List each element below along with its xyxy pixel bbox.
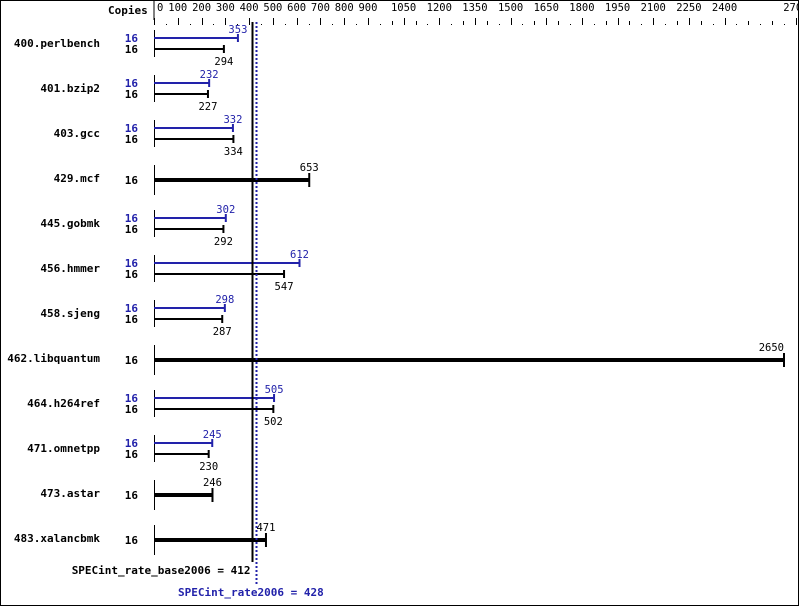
base-copies: 16 bbox=[125, 133, 139, 146]
base-value: 334 bbox=[224, 146, 243, 158]
peak-value: 332 bbox=[223, 114, 242, 126]
peak-value: 353 bbox=[228, 24, 247, 36]
tick-label: 100 bbox=[168, 2, 187, 14]
axis-label: Copies bbox=[108, 4, 148, 17]
benchmark-label: 473.astar bbox=[40, 487, 100, 500]
base-copies: 16 bbox=[125, 489, 139, 502]
base-copies: 16 bbox=[125, 223, 139, 236]
peak-value: 298 bbox=[215, 294, 234, 306]
peak-copies: 16 bbox=[125, 302, 139, 315]
benchmark-label: 403.gcc bbox=[54, 127, 100, 140]
peak-copies: 16 bbox=[125, 392, 139, 405]
tick-label: 0 bbox=[157, 2, 163, 14]
base-copies: 16 bbox=[125, 534, 139, 547]
peak-value: 612 bbox=[290, 249, 309, 261]
peak-copies: 16 bbox=[125, 257, 139, 270]
benchmark-label: 471.omnetpp bbox=[27, 442, 100, 455]
base-value: 547 bbox=[275, 281, 294, 293]
peak-copies: 16 bbox=[125, 212, 139, 225]
base-copies: 16 bbox=[125, 268, 139, 281]
peak-value: 505 bbox=[265, 384, 284, 396]
base-value: 292 bbox=[214, 236, 233, 248]
tick-label: 1350 bbox=[462, 2, 487, 14]
peak-copies: 16 bbox=[125, 77, 139, 90]
tick-label: 1200 bbox=[427, 2, 452, 14]
peak-reference-label: SPECint_rate2006 = 428 bbox=[178, 586, 324, 599]
tick-label: 2400 bbox=[712, 2, 737, 14]
peak-value: 245 bbox=[203, 429, 222, 441]
peak-copies: 16 bbox=[125, 122, 139, 135]
tick-label: 900 bbox=[358, 2, 377, 14]
peak-value: 302 bbox=[216, 204, 235, 216]
peak-value: 232 bbox=[200, 69, 219, 81]
base-value: 653 bbox=[300, 162, 319, 174]
tick-label: 200 bbox=[192, 2, 211, 14]
base-copies: 16 bbox=[125, 88, 139, 101]
base-reference-label: SPECint_rate_base2006 = 412 bbox=[72, 564, 251, 577]
tick-label: 2250 bbox=[676, 2, 701, 14]
base-copies: 16 bbox=[125, 313, 139, 326]
benchmark-label: 445.gobmk bbox=[40, 217, 100, 230]
benchmark-label: 429.mcf bbox=[54, 172, 100, 185]
base-copies: 16 bbox=[125, 174, 139, 187]
benchmark-label: 464.h264ref bbox=[27, 397, 100, 410]
tick-label: 500 bbox=[263, 2, 282, 14]
base-value: 471 bbox=[256, 522, 275, 534]
tick-label: 600 bbox=[287, 2, 306, 14]
tick-label: 2100 bbox=[641, 2, 666, 14]
benchmark-label: 400.perlbench bbox=[14, 37, 100, 50]
peak-copies: 16 bbox=[125, 32, 139, 45]
benchmark-label: 401.bzip2 bbox=[40, 82, 100, 95]
base-value: 502 bbox=[264, 416, 283, 428]
base-copies: 16 bbox=[125, 354, 139, 367]
tick-label: 1650 bbox=[534, 2, 559, 14]
base-value: 2650 bbox=[759, 342, 784, 354]
benchmark-label: 462.libquantum bbox=[7, 352, 100, 365]
benchmark-label: 456.hmmer bbox=[40, 262, 100, 275]
base-value: 287 bbox=[213, 326, 232, 338]
base-copies: 16 bbox=[125, 43, 139, 56]
tick-label: 1050 bbox=[391, 2, 416, 14]
tick-label: 400 bbox=[240, 2, 259, 14]
benchmark-label: 458.sjeng bbox=[40, 307, 100, 320]
tick-label: 800 bbox=[335, 2, 354, 14]
base-value: 294 bbox=[214, 56, 233, 68]
benchmark-label: 483.xalancbmk bbox=[14, 532, 100, 545]
tick-label: 2700 bbox=[783, 2, 799, 14]
base-copies: 16 bbox=[125, 448, 139, 461]
tick-label: 700 bbox=[311, 2, 330, 14]
base-value: 246 bbox=[203, 477, 222, 489]
peak-copies: 16 bbox=[125, 437, 139, 450]
base-value: 227 bbox=[198, 101, 217, 113]
base-value: 230 bbox=[199, 461, 218, 473]
base-copies: 16 bbox=[125, 403, 139, 416]
tick-label: 1800 bbox=[569, 2, 594, 14]
tick-label: 300 bbox=[216, 2, 235, 14]
tick-label: 1950 bbox=[605, 2, 630, 14]
tick-label: 1500 bbox=[498, 2, 523, 14]
